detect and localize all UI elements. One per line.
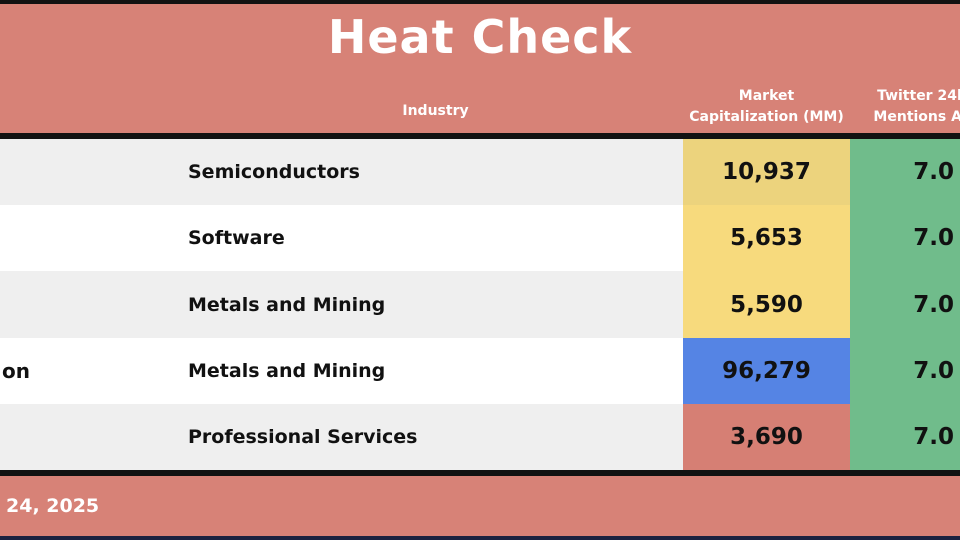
company-cell: on: [0, 338, 188, 404]
column-header-market-cap: Market Capitalization (MM): [683, 86, 850, 127]
company-name-fragment: on: [2, 358, 30, 383]
table-row: Professional Services 3,690 7.0: [0, 403, 960, 471]
company-cell: [0, 271, 188, 337]
column-header-industry: Industry: [402, 102, 469, 119]
mentions-cell: 7.0: [850, 337, 960, 404]
date-label: 24, 2025: [6, 495, 100, 517]
mentions-cell: 7.0: [850, 139, 960, 206]
header: Heat Check Industry Market Capitalizatio…: [0, 4, 960, 133]
bottom-navy-strip: [0, 536, 960, 540]
page-title: Heat Check: [327, 10, 633, 64]
column-header-market-cap-line1: Market: [738, 88, 795, 105]
market-cap-cell: 5,653: [683, 205, 850, 272]
footer: 24, 2025: [0, 476, 960, 536]
market-cap-cell: 5,590: [683, 271, 850, 338]
header-divider-line: [0, 133, 960, 139]
industry-cell: Metals and Mining: [188, 359, 386, 382]
mentions-cell: 7.0: [850, 205, 960, 272]
company-cell: [0, 139, 188, 205]
table-row: Software 5,653 7.0: [0, 205, 960, 272]
company-cell: [0, 404, 188, 470]
market-cap-cell: 10,937: [683, 139, 850, 206]
company-cell: [0, 205, 188, 271]
table-row: Metals and Mining 5,590 7.0: [0, 271, 960, 338]
top-border-line: [0, 0, 960, 4]
footer-divider-line: [0, 470, 960, 476]
table-row: Semiconductors 10,937 7.0: [0, 139, 960, 206]
market-cap-cell: 96,279: [683, 337, 850, 404]
industry-cell: Software: [188, 227, 285, 250]
column-header-market-cap-line2: Capitalization (MM): [689, 108, 844, 125]
market-cap-cell: 3,690: [683, 403, 850, 471]
mentions-cell: 7.0: [850, 403, 960, 471]
heatmap-table: Semiconductors 10,937 7.0 Software 5,653…: [0, 139, 960, 471]
industry-cell: Professional Services: [188, 425, 418, 448]
column-header-twitter-line2: Mentions Av: [873, 108, 960, 125]
industry-cell: Semiconductors: [188, 161, 360, 184]
column-header-twitter-mentions: Twitter 24h Mentions Av: [852, 86, 960, 127]
mentions-cell: 7.0: [850, 271, 960, 338]
table-row: on Metals and Mining 96,279 7.0: [0, 337, 960, 404]
column-header-twitter-line1: Twitter 24h: [877, 88, 960, 105]
industry-cell: Metals and Mining: [188, 293, 386, 316]
